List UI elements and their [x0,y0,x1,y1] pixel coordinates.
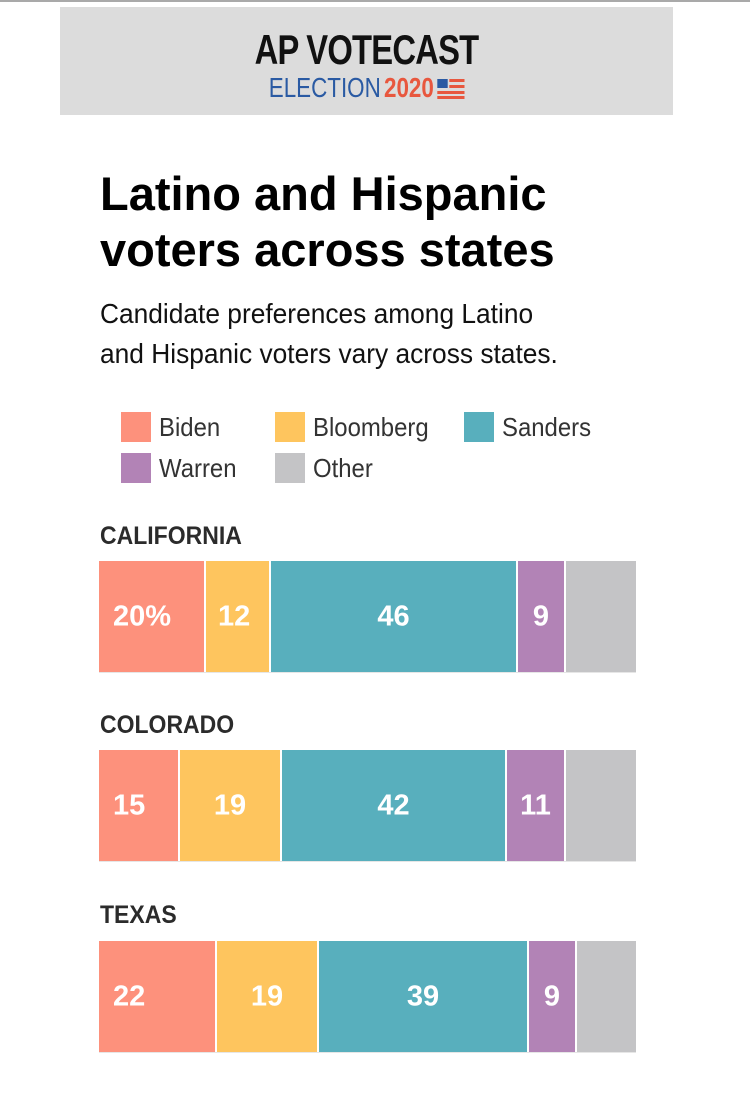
bar-segment-warren: 9 [529,941,577,1052]
brand-title: AP VOTECAST [254,26,480,73]
data-label: 15 [113,789,146,821]
data-label: 9 [532,600,550,632]
bar-segment-biden: 22 [99,941,217,1052]
data-label: 19 [250,980,284,1012]
election-year: 2020 [383,72,434,103]
legend: Biden Bloomberg Sanders Warren Other [121,410,641,490]
bar-segment-warren: 11 [507,750,566,861]
legend-label: Biden [159,411,221,442]
legend-label: Other [313,452,373,483]
legend-item-biden: Biden [121,412,226,442]
stacked-bar-texas: 22 19 39 9 [99,941,636,1053]
data-label: 12 [218,600,251,632]
data-label: 22 [113,980,146,1012]
bar-segment-warren: 9 [518,561,566,672]
us-flag-icon [437,79,465,99]
chart-title: Latino and Hispanic voters across states [100,166,700,278]
legend-swatch [275,453,305,483]
bar-segment-bloomberg: 12 [206,561,271,672]
chart-subtitle-line: Candidate preferences among Latino [100,298,534,329]
stacked-bar-california: 20% 12 46 9 [99,561,636,673]
bar-segment-other [566,750,636,861]
election-2020-logo: ELECTION 2020 [121,73,611,103]
bar-segment-other [566,561,636,672]
state-label-california: CALIFORNIA [100,522,242,550]
data-label: 20% [113,600,172,632]
data-label: 9 [543,980,561,1012]
legend-item-bloomberg: Bloomberg [275,412,439,442]
data-label: 19 [213,789,247,821]
bar-segment-bloomberg: 19 [217,941,319,1052]
bar-segment-bloomberg: 19 [180,750,282,861]
state-label-texas: TEXAS [100,901,177,929]
legend-swatch [121,412,151,442]
data-label: 42 [377,789,410,821]
legend-item-other: Other [275,453,378,483]
chart-title-line: voters across states [100,223,555,276]
chart-subtitle: Candidate preferences among Latino and H… [100,294,664,374]
state-label-colorado: COLORADO [100,711,235,739]
data-label: 46 [377,600,410,632]
bar-segment-biden: 15 [99,750,180,861]
data-label: 11 [520,789,551,821]
chart-subtitle-line: and Hispanic voters vary across states. [100,338,558,369]
legend-item-warren: Warren [121,453,243,483]
legend-swatch [275,412,305,442]
legend-label: Warren [159,452,237,483]
ap-votecast-banner: AP VOTECAST ELECTION 2020 [60,7,673,115]
legend-label: Sanders [502,411,592,442]
legend-item-sanders: Sanders [464,412,599,442]
bar-segment-biden: 20% [99,561,206,672]
bar-segment-sanders: 42 [282,750,507,861]
bar-segment-sanders: 39 [319,941,529,1052]
legend-swatch [464,412,494,442]
election-word: ELECTION [268,72,381,103]
bar-segment-other [577,941,636,1052]
top-divider [0,0,750,2]
bar-segment-sanders: 46 [271,561,518,672]
data-label: 39 [406,980,440,1012]
legend-label: Bloomberg [313,411,429,442]
chart-title-line: Latino and Hispanic [100,167,547,220]
legend-swatch [121,453,151,483]
stacked-bar-colorado: 15 19 42 11 [99,750,636,862]
